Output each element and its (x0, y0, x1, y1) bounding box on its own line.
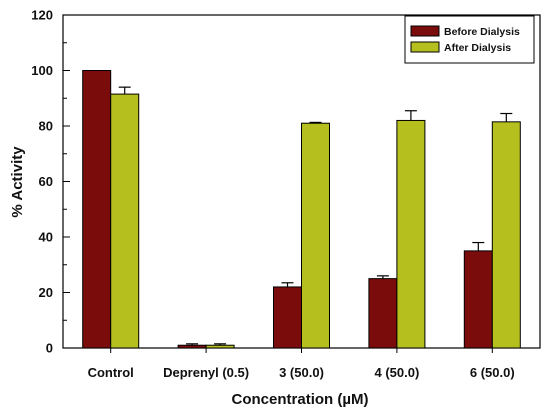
y-tick-label: 60 (39, 174, 53, 189)
y-tick-label: 0 (46, 341, 53, 356)
bar-before-5 (463, 250, 493, 349)
x-axis-title: Concentration (µM) (232, 391, 369, 408)
bar-before-4 (368, 278, 398, 349)
legend-label-after: After Dialysis (444, 42, 511, 54)
y-tick-label: 80 (39, 119, 53, 134)
legend-box (404, 15, 535, 64)
x-tick-label: 4 (50.0) (374, 365, 419, 380)
x-tick-label: 6 (50.0) (470, 365, 515, 380)
legend-swatch-before (410, 25, 440, 37)
plot-area (62, 14, 541, 349)
y-tick-label: 100 (31, 63, 53, 78)
y-tick-label: 20 (39, 285, 53, 300)
legend-label-before: Before Dialysis (444, 26, 520, 38)
bar-before-3 (273, 286, 302, 349)
y-tick-label: 40 (39, 230, 53, 245)
y-tick-label: 120 (31, 8, 53, 23)
y-axis-ticks: 0 20 40 60 80 100 120 (31, 8, 70, 356)
y-axis-title: % Activity (9, 146, 26, 218)
bar-after-1 (110, 93, 140, 349)
bar-after-3 (301, 122, 330, 349)
bar-after-4 (396, 119, 426, 349)
x-tick-label: 3 (50.0) (279, 365, 324, 380)
legend: Before Dialysis After Dialysis (404, 15, 535, 64)
bar-after-2 (205, 344, 235, 349)
x-tick-label: Control (88, 365, 134, 380)
bar-after-5 (491, 121, 521, 349)
bar-before-2 (177, 344, 207, 349)
x-axis-ticks: Control Deprenyl (0.5) 3 (50.0) 4 (50.0) 6 (… (88, 348, 515, 380)
bar-before-1 (82, 70, 112, 349)
x-tick-label: Deprenyl (0.5) (163, 365, 249, 380)
legend-swatch-after (410, 41, 440, 53)
